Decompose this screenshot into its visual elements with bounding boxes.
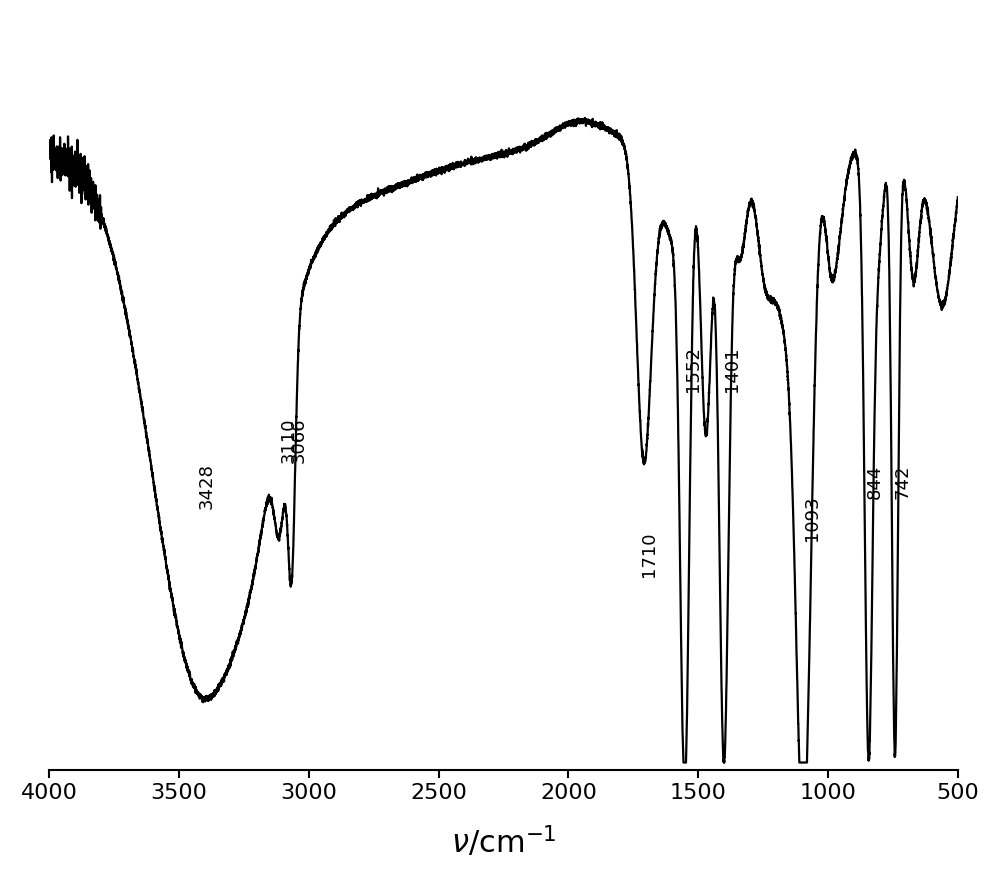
Text: 3428: 3428 bbox=[197, 464, 215, 510]
Text: 844: 844 bbox=[866, 465, 884, 499]
Text: 1401: 1401 bbox=[723, 346, 741, 392]
Text: 3110: 3110 bbox=[280, 417, 298, 463]
Text: 1093: 1093 bbox=[803, 495, 821, 541]
Text: 1552: 1552 bbox=[684, 346, 702, 392]
X-axis label: $\nu$/cm$^{-1}$: $\nu$/cm$^{-1}$ bbox=[451, 824, 556, 859]
Text: 3066: 3066 bbox=[289, 417, 307, 463]
Text: 1710: 1710 bbox=[640, 532, 658, 577]
Text: 742: 742 bbox=[894, 464, 912, 499]
